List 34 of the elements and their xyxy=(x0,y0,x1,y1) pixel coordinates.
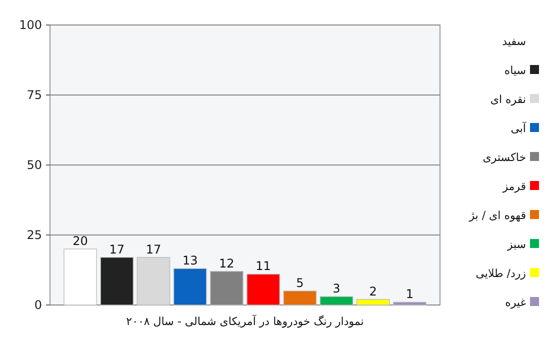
bar xyxy=(100,257,134,306)
data-label: 11 xyxy=(256,259,271,274)
data-label: 17 xyxy=(109,242,125,256)
bar xyxy=(356,299,390,306)
bar xyxy=(393,302,426,306)
legend-label: آبی xyxy=(510,121,527,135)
y-tick-label: 100 xyxy=(19,18,42,32)
legend-label: سیاه xyxy=(504,64,526,77)
legend-label: قرمز xyxy=(502,180,526,193)
legend-label: زرد/ طلایی xyxy=(476,267,526,280)
legend-label: غیره xyxy=(505,296,526,309)
legend-label: خاکستری xyxy=(482,151,526,164)
data-label: 20 xyxy=(72,234,88,248)
data-label: 17 xyxy=(146,242,162,256)
data-label: 3 xyxy=(332,282,340,296)
bar xyxy=(283,290,317,306)
y-tick-label: 50 xyxy=(26,158,42,172)
bar xyxy=(136,257,170,306)
bar xyxy=(173,268,207,306)
legend-label: سبز xyxy=(506,238,526,251)
data-label: 1 xyxy=(406,287,414,302)
x-axis-title: نمودار رنگ خودروها در آمریکای شمالی - سال ۲۰۰۸ xyxy=(126,314,364,328)
data-label: 5 xyxy=(296,276,304,290)
data-label: 2 xyxy=(369,284,377,298)
bar xyxy=(246,274,280,306)
y-tick-label: 25 xyxy=(26,228,42,242)
data-label: 13 xyxy=(182,254,198,268)
text: سفید xyxy=(502,35,526,48)
legend-label: نقره ای xyxy=(490,93,526,106)
bar xyxy=(320,296,354,306)
data-label: 12 xyxy=(219,256,234,270)
y-tick-label: 75 xyxy=(26,88,42,102)
y-tick-label: 0 xyxy=(34,298,42,312)
legend-label: قهوه ای / بژ xyxy=(468,209,526,222)
